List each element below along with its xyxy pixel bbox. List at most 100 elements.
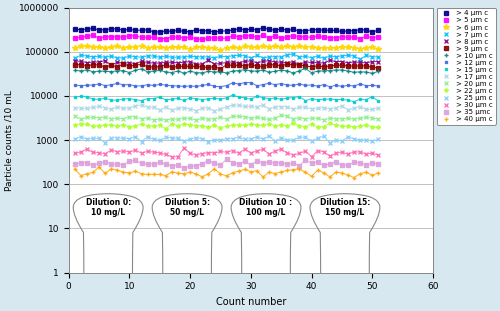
> 25 μm c: [144, 135, 150, 139]
> 20 μm c: [376, 117, 382, 121]
Line: > 40 μm c: > 40 μm c: [72, 165, 380, 180]
> 17 μm c: [212, 109, 218, 113]
> 30 μm c: [175, 155, 181, 159]
> 4 μm c: [302, 29, 308, 32]
> 25 μm c: [302, 136, 308, 139]
> 35 μmc: [370, 161, 376, 165]
> 5 μm c: [200, 38, 205, 41]
> 20 μm c: [72, 114, 78, 118]
> 8 μm c: [302, 60, 308, 64]
> 40 μm c: [144, 173, 150, 176]
> 7 μm c: [290, 52, 296, 56]
> 15 μm c: [278, 97, 284, 101]
> 22 μm c: [169, 122, 175, 126]
Line: > 30 μm c: > 30 μm c: [72, 146, 380, 159]
> 35 μmc: [181, 166, 187, 170]
> 8 μm c: [370, 60, 376, 63]
Line: > 22 μm c: > 22 μm c: [72, 121, 380, 131]
> 20 μm c: [370, 116, 376, 120]
> 6 μm c: [138, 44, 144, 48]
> 15 μm c: [370, 95, 376, 99]
> 6 μm c: [175, 45, 181, 49]
> 12 μm c: [278, 82, 284, 86]
> 9 μm c: [302, 64, 308, 68]
> 17 μm c: [138, 103, 144, 107]
> 6 μm c: [144, 46, 150, 49]
> 6 μm c: [376, 48, 382, 51]
> 5 μm c: [302, 35, 308, 39]
> 12 μm c: [163, 83, 169, 87]
Y-axis label: Particle counts /10 mL: Particle counts /10 mL: [4, 90, 13, 191]
> 4 μm c: [169, 30, 175, 33]
> 25 μm c: [102, 141, 108, 145]
> 15 μm c: [138, 99, 144, 102]
> 9 μm c: [284, 62, 290, 66]
> 6 μm c: [302, 45, 308, 49]
Line: > 12 μm c: > 12 μm c: [74, 81, 380, 88]
> 4 μm c: [284, 29, 290, 32]
> 7 μm c: [376, 55, 382, 59]
> 4 μm c: [150, 30, 156, 34]
> 8 μm c: [144, 61, 150, 64]
> 15 μm c: [169, 97, 175, 101]
> 5 μm c: [72, 36, 78, 39]
> 5 μm c: [284, 35, 290, 39]
> 25 μm c: [376, 137, 382, 141]
> 10 μm c: [376, 69, 382, 73]
> 30 μm c: [163, 153, 169, 156]
> 12 μm c: [370, 83, 376, 87]
> 8 μm c: [206, 58, 212, 62]
Line: > 9 μm c: > 9 μm c: [72, 62, 380, 71]
> 4 μm c: [175, 29, 181, 32]
> 40 μm c: [169, 170, 175, 174]
Line: > 5 μm c: > 5 μm c: [72, 33, 380, 41]
> 35 μmc: [284, 163, 290, 166]
> 15 μm c: [230, 93, 235, 97]
> 7 μm c: [138, 55, 144, 59]
X-axis label: Count number: Count number: [216, 297, 286, 307]
> 12 μm c: [72, 83, 78, 87]
Line: > 17 μm c: > 17 μm c: [72, 103, 380, 113]
Line: > 6 μm c: > 6 μm c: [72, 43, 381, 53]
> 4 μm c: [138, 28, 144, 32]
> 7 μm c: [169, 55, 175, 59]
> 10 μm c: [290, 71, 296, 75]
Text: Dilution 0:
10 mg/L: Dilution 0: 10 mg/L: [86, 198, 131, 217]
> 35 μmc: [224, 158, 230, 161]
> 20 μm c: [138, 117, 144, 121]
> 15 μm c: [296, 95, 302, 99]
> 5 μm c: [370, 36, 376, 39]
> 30 μm c: [138, 151, 144, 155]
> 10 μm c: [72, 69, 78, 72]
> 40 μm c: [96, 165, 102, 169]
> 35 μmc: [376, 162, 382, 166]
Text: Dilution 5:
50 mg/L: Dilution 5: 50 mg/L: [164, 198, 210, 217]
Line: > 4 μm c: > 4 μm c: [72, 26, 380, 34]
> 9 μm c: [120, 62, 126, 66]
Line: > 25 μm c: > 25 μm c: [72, 134, 380, 145]
> 17 μm c: [260, 103, 266, 107]
> 15 μm c: [351, 100, 357, 104]
> 15 μm c: [163, 98, 169, 102]
> 10 μm c: [138, 67, 144, 71]
> 25 μm c: [72, 137, 78, 141]
> 6 μm c: [72, 46, 78, 49]
> 4 μm c: [376, 28, 382, 32]
> 7 μm c: [296, 55, 302, 59]
> 22 μm c: [376, 125, 382, 129]
> 20 μm c: [302, 117, 308, 121]
> 9 μm c: [169, 66, 175, 69]
> 30 μm c: [72, 151, 78, 155]
> 17 μm c: [163, 105, 169, 109]
> 25 μm c: [175, 137, 181, 140]
> 8 μm c: [376, 60, 382, 63]
> 4 μm c: [370, 30, 376, 34]
> 20 μm c: [284, 114, 290, 118]
> 5 μm c: [260, 33, 266, 37]
> 30 μm c: [302, 149, 308, 153]
Line: > 20 μm c: > 20 μm c: [72, 113, 380, 122]
> 25 μm c: [284, 138, 290, 142]
> 22 μm c: [370, 125, 376, 129]
> 15 μm c: [376, 99, 382, 103]
> 10 μm c: [302, 67, 308, 70]
